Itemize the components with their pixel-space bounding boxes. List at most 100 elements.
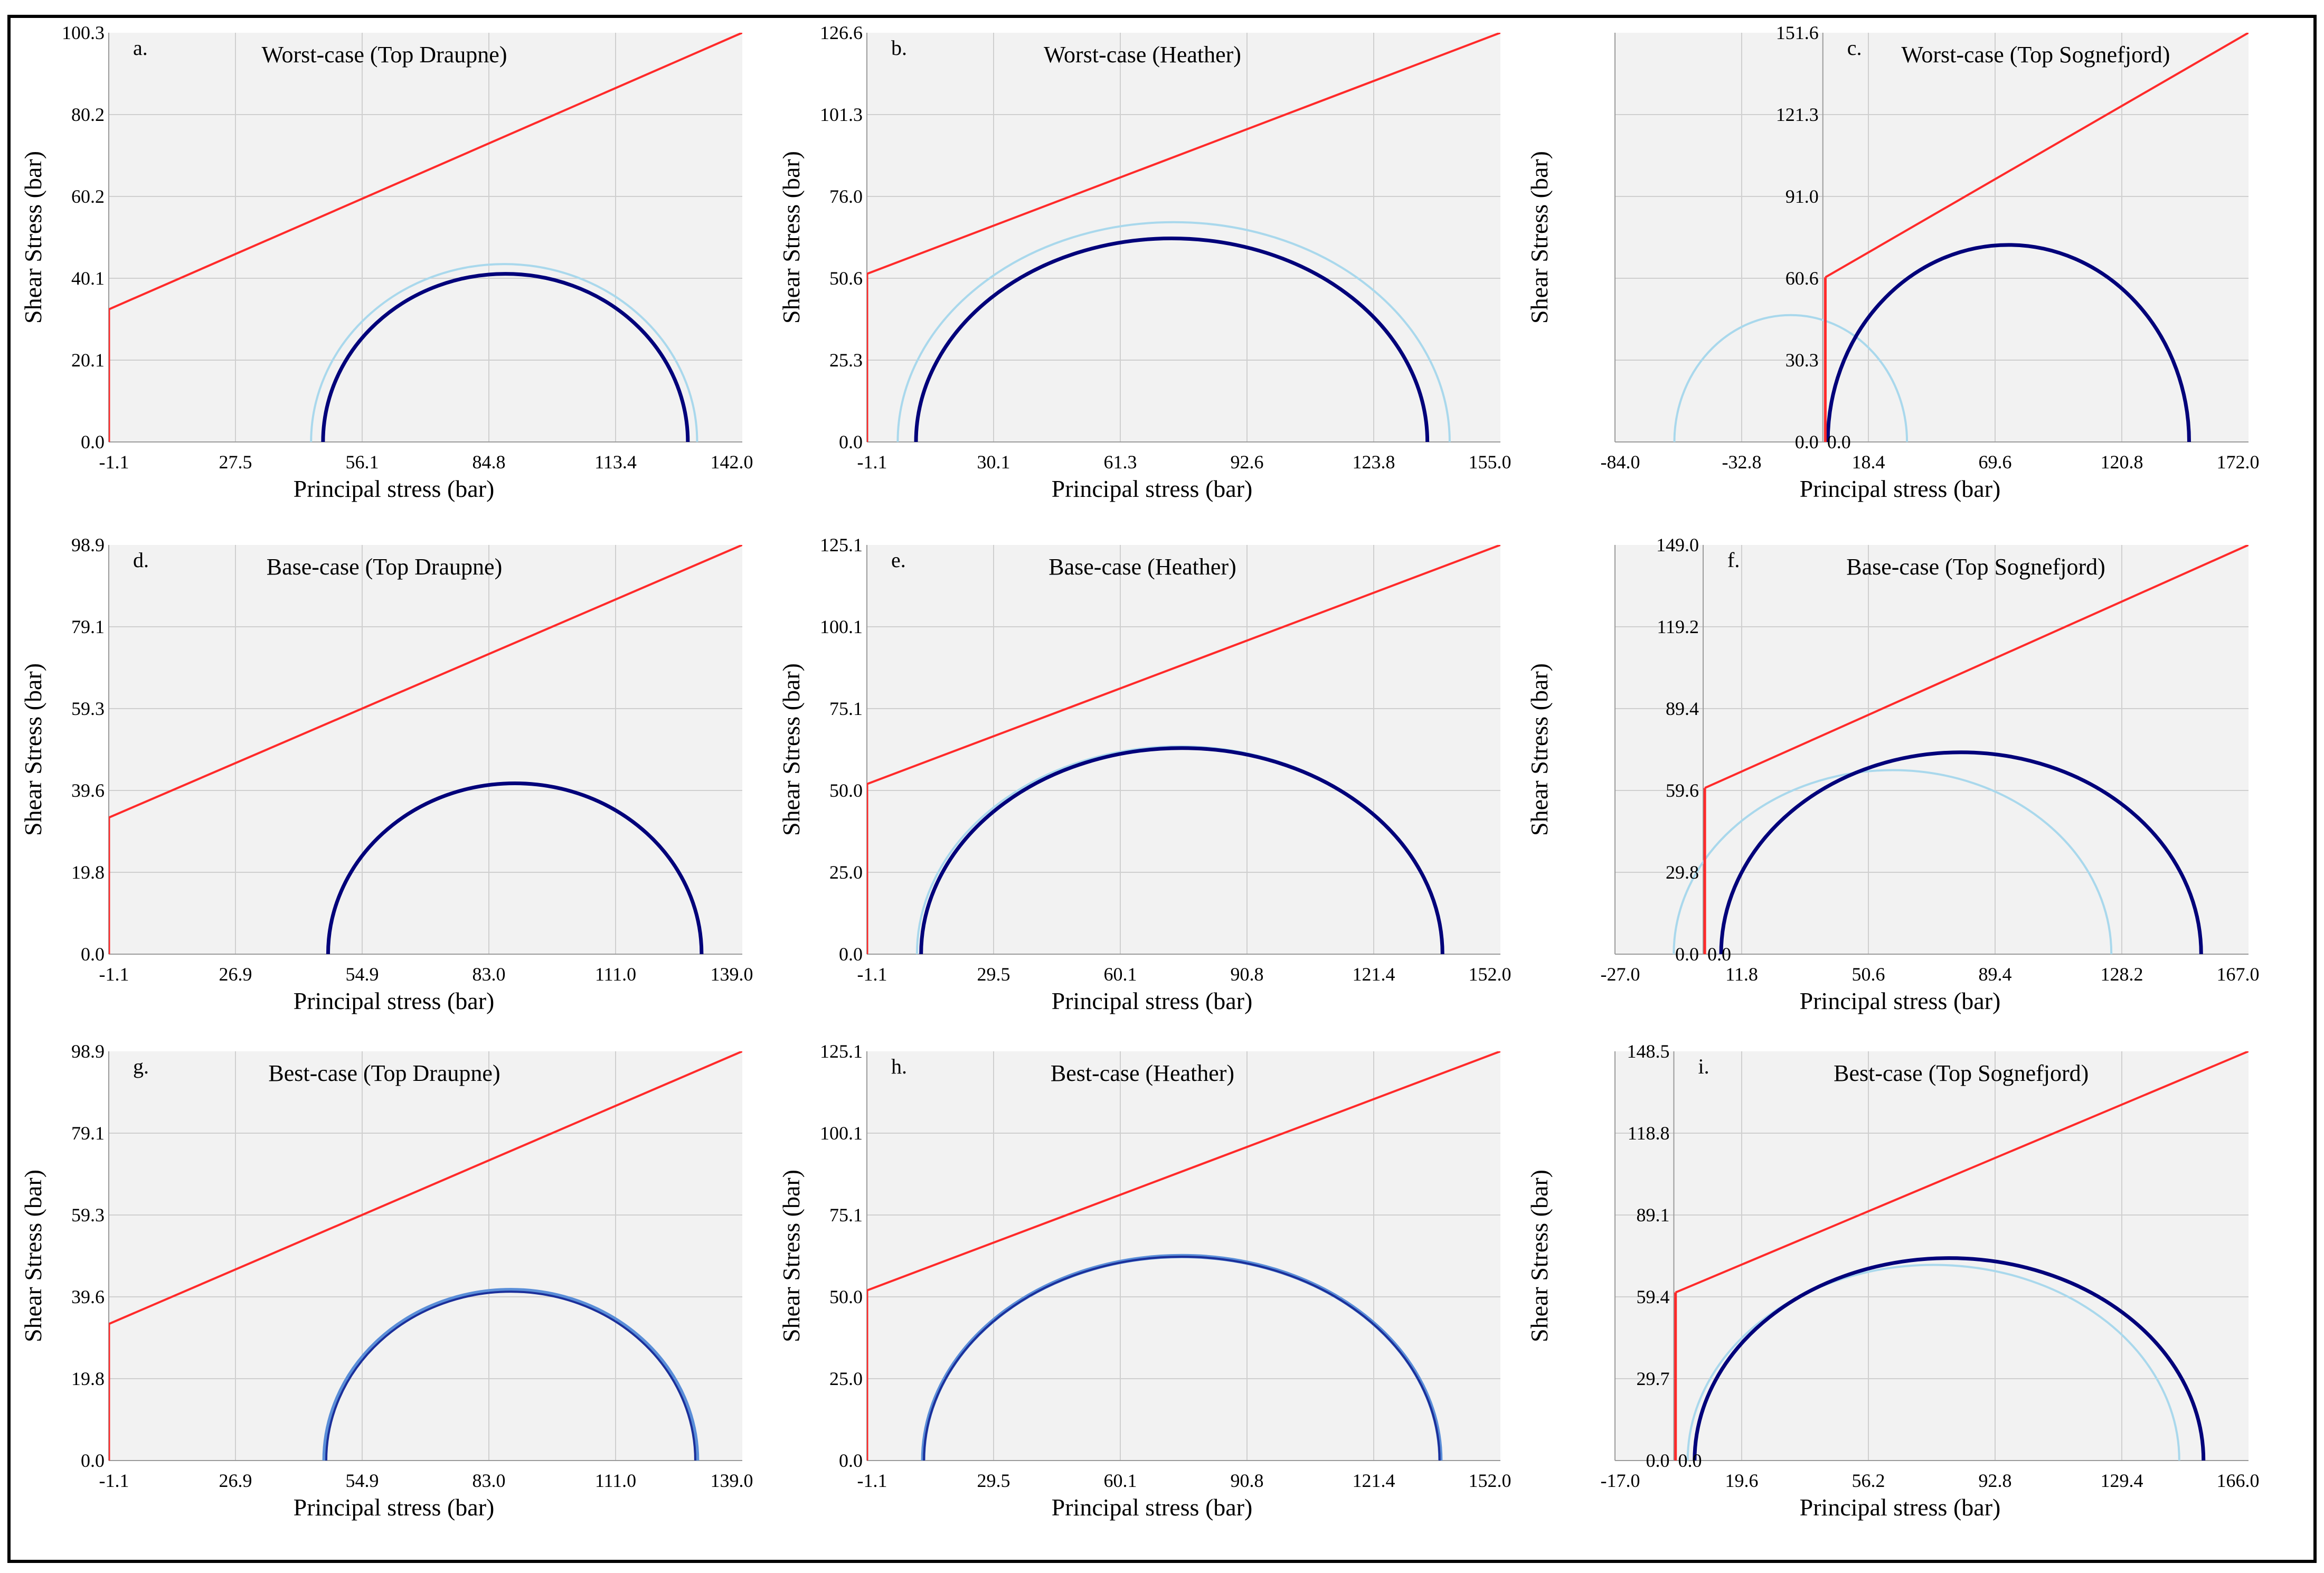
y-tick-label: 60.6: [1785, 268, 1819, 289]
mohr-circle-dark: [1693, 1257, 2206, 1461]
panel-title: Base-case (Heather): [1048, 554, 1236, 580]
x-tick-label: 61.3: [1104, 451, 1137, 473]
x-tick-label: 30.1: [977, 451, 1010, 473]
x-tick-label: 54.9: [346, 1470, 379, 1491]
origin-tick-label: 0.0: [1678, 1450, 1702, 1471]
x-tick-label: 113.4: [594, 451, 637, 473]
chart-panel-e: -1.1 29.5 60.1 90.8 121.4 152.0 0.0 25.0 50.0 75.…: [778, 534, 1511, 1014]
plot-content: [867, 33, 1500, 442]
x-axis-title: Principal stress (bar): [1052, 1494, 1253, 1521]
y-tick-label: 76.0: [829, 186, 863, 207]
y-tick-label: 20.1: [71, 350, 105, 371]
y-tick-label: 25.0: [829, 862, 863, 883]
panel-label: c.: [1847, 36, 1862, 60]
panel-title: Best-case (Top Sognefjord): [1834, 1060, 2089, 1086]
mohr-circle-light: [322, 1288, 700, 1461]
chart-panel-a: -1.1 27.5 56.1 84.8 113.4 142.0 0.0 20.1 40.1 60.…: [20, 22, 753, 502]
mohr-circle-light: [1686, 1264, 2180, 1461]
failure-envelope-line: [867, 1051, 1500, 1292]
x-tick-label: 166.0: [2217, 1470, 2260, 1491]
y-tick-label: 0.0: [1675, 944, 1699, 965]
x-tick-label: 92.8: [1979, 1470, 2012, 1491]
panel-label: e.: [891, 548, 906, 572]
x-tick-label: 83.0: [473, 964, 506, 985]
y-tick-label: 0.0: [839, 944, 863, 965]
y-axis-title: Shear Stress (bar): [778, 151, 805, 324]
y-tick-label: 80.2: [71, 104, 105, 125]
x-tick-label: 128.2: [2101, 964, 2143, 985]
y-tick-label: 0.0: [1795, 431, 1819, 453]
x-axis-title: Principal stress (bar): [1052, 987, 1253, 1014]
y-tick-label: 91.0: [1785, 186, 1819, 207]
y-tick-label: 19.8: [71, 862, 105, 883]
mohr-circle-dark: [914, 236, 1430, 442]
y-tick-label: 29.7: [1636, 1368, 1669, 1389]
y-tick-label: 50.0: [829, 780, 863, 801]
x-axis-title: Principal stress (bar): [1052, 475, 1253, 502]
y-axis-title: Shear Stress (bar): [20, 151, 46, 324]
x-tick-label: 142.0: [711, 451, 753, 473]
origin-tick-label: 0.0: [1827, 431, 1851, 453]
y-tick-label: 148.5: [1627, 1041, 1669, 1062]
mohr-circle-light: [310, 263, 698, 442]
x-tick-label: 29.5: [977, 1470, 1010, 1491]
y-tick-label: 118.8: [1628, 1123, 1670, 1144]
mohr-circle-dark: [919, 746, 1444, 954]
x-tick-label: 139.0: [711, 1470, 753, 1491]
y-tick-label: 98.9: [71, 1041, 105, 1062]
y-axis-title: Shear Stress (bar): [20, 1170, 46, 1342]
panel-title: Worst-case (Heather): [1044, 42, 1241, 68]
panel-label: d.: [133, 548, 149, 572]
plot-area: [109, 33, 742, 442]
chart-panel-d: -1.1 26.9 54.9 83.0 111.0 139.0 0.0 19.8 39.6 59.…: [20, 534, 753, 1014]
y-tick-label: 75.1: [829, 1204, 863, 1226]
panel-label: a.: [133, 36, 148, 60]
plot-content: [867, 545, 1500, 954]
x-axis-title: Principal stress (bar): [1800, 1494, 2001, 1521]
plot-area: [1615, 545, 2249, 954]
x-tick-label: 19.6: [1725, 1470, 1759, 1491]
x-tick-label: 18.4: [1852, 451, 1885, 473]
x-tick-label: 56.1: [346, 451, 379, 473]
y-tick-label: 60.2: [71, 186, 105, 207]
x-tick-label: 111.0: [595, 964, 636, 985]
plot-content: [1673, 545, 2249, 954]
mohr-circle-dark: [1719, 750, 2203, 954]
y-tick-label: 75.1: [829, 698, 863, 719]
failure-envelope-line: [867, 33, 1500, 275]
y-tick-label: 89.1: [1636, 1204, 1669, 1226]
panel-label: i.: [1698, 1054, 1709, 1078]
failure-envelope-line: [109, 1051, 742, 1325]
y-tick-label: 79.1: [71, 616, 105, 637]
y-tick-label: 59.3: [71, 698, 105, 719]
plot-content: [109, 1051, 742, 1461]
panel-label: b.: [891, 36, 907, 60]
x-tick-label: 92.6: [1231, 451, 1264, 473]
plot-content: [1673, 33, 2249, 442]
x-tick-label: 27.5: [219, 451, 252, 473]
x-tick-label: 139.0: [711, 964, 753, 985]
x-tick-label: 69.6: [1979, 451, 2012, 473]
y-tick-label: 50.0: [829, 1286, 863, 1307]
panel-title: Worst-case (Top Sognefjord): [1901, 42, 2170, 68]
panel-title: Best-case (Top Draupne): [268, 1060, 500, 1086]
x-tick-label: 120.8: [2101, 451, 2143, 473]
y-tick-label: 59.4: [1636, 1286, 1669, 1307]
chart-panel-c: -84.0 -32.8 18.4 69.6 120.8 172.0 0.0 30.3 60.6 9…: [1526, 22, 2260, 502]
x-tick-label: -17.0: [1601, 1470, 1640, 1491]
panel-title: Best-case (Heather): [1051, 1060, 1234, 1086]
mohr-circle-light: [1673, 769, 2113, 954]
x-tick-label: 152.0: [1469, 1470, 1511, 1491]
mohr-circle-dark: [325, 1291, 696, 1461]
y-tick-label: 100.1: [820, 1123, 863, 1144]
plot-content: [109, 545, 742, 954]
y-tick-label: 89.4: [1666, 698, 1699, 719]
failure-envelope-line: [1825, 33, 2249, 278]
x-tick-label: 111.0: [595, 1470, 636, 1491]
plot-area: [1615, 1051, 2249, 1461]
y-axis-title: Shear Stress (bar): [1526, 151, 1553, 324]
chart-panel-b: -1.1 30.1 61.3 92.6 123.8 155.0 0.0 25.3 50.6 76.…: [778, 22, 1511, 502]
y-tick-label: 101.3: [820, 104, 863, 125]
x-tick-label: 167.0: [2217, 964, 2260, 985]
y-tick-label: 79.1: [71, 1123, 105, 1144]
